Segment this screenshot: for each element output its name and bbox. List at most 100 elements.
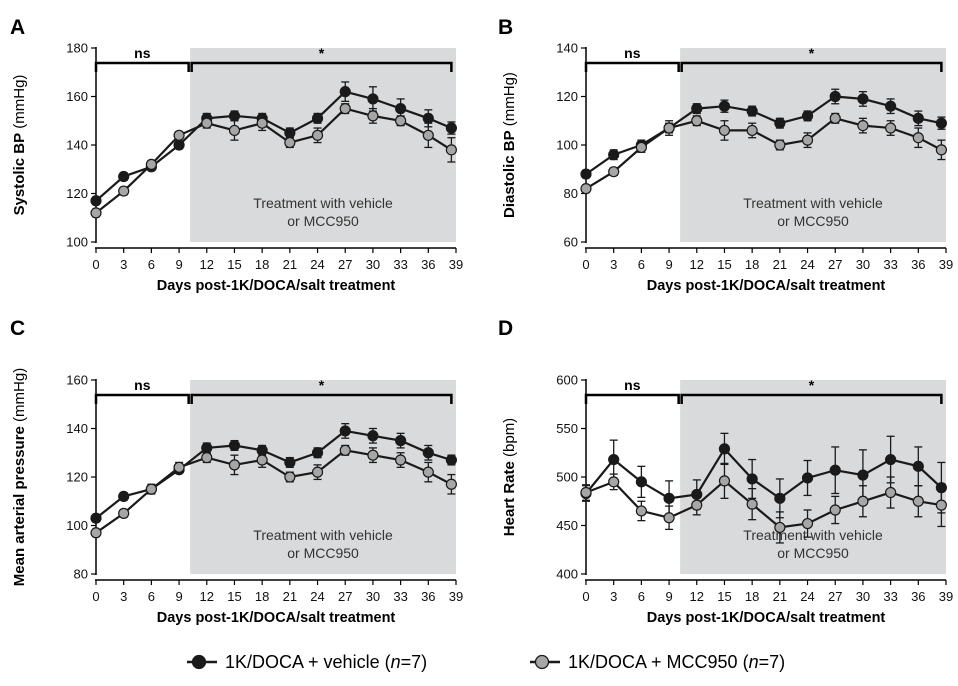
data-point <box>228 439 241 452</box>
data-point <box>395 103 407 115</box>
data-point <box>635 505 647 517</box>
data-point <box>829 464 841 476</box>
legend: 1K/DOCA + vehicle (n=7) 1K/DOCA + MCC950 … <box>187 652 785 672</box>
y-axis-label-main: Diastolic BP <box>501 130 518 218</box>
data-point <box>912 495 924 507</box>
data-point <box>801 134 814 146</box>
y-tick-label: 140 <box>66 138 88 153</box>
data-point <box>691 103 703 115</box>
data-point <box>691 115 703 127</box>
data-point <box>912 460 924 472</box>
data-point <box>445 122 457 134</box>
data-point <box>580 486 592 499</box>
legend-marker <box>534 654 550 670</box>
x-tick-label: 36 <box>911 257 925 272</box>
x-tick-label: 9 <box>665 257 672 272</box>
y-axis-label-unit: (mmHg) <box>501 72 518 130</box>
data-point <box>395 435 407 447</box>
x-tick-label: 3 <box>120 257 127 272</box>
data-point <box>256 117 268 129</box>
x-tick-label: 36 <box>911 589 925 604</box>
x-tick-label: 21 <box>283 589 297 604</box>
x-tick-label: 33 <box>393 257 407 272</box>
x-tick-label: 3 <box>610 257 617 272</box>
treatment-annotation: Treatment with vehicle <box>253 527 393 543</box>
y-tick-label: 140 <box>66 421 88 436</box>
data-point <box>885 100 897 112</box>
x-tick-label: 12 <box>200 589 214 604</box>
data-point <box>339 444 351 456</box>
y-tick-label: 140 <box>556 41 578 56</box>
data-point <box>228 124 241 137</box>
data-point <box>173 461 185 473</box>
x-tick-label: 0 <box>92 589 99 604</box>
data-point <box>311 447 324 459</box>
data-point <box>90 207 102 219</box>
data-point <box>422 129 434 141</box>
x-tick-label: 12 <box>690 589 704 604</box>
data-point <box>718 443 731 455</box>
data-point <box>367 430 379 442</box>
x-tick-label: 18 <box>255 257 269 272</box>
data-point <box>635 141 647 154</box>
x-tick-label: 39 <box>939 257 953 272</box>
x-tick-label: 0 <box>582 589 589 604</box>
x-tick-label: 6 <box>148 257 155 272</box>
significance-label-ns: ns <box>624 45 641 61</box>
y-axis-label: Heart Rate (bpm) <box>501 418 518 536</box>
x-tick-label: 39 <box>939 589 953 604</box>
x-tick-label: 24 <box>310 257 324 272</box>
data-point <box>339 425 351 437</box>
x-tick-label: 0 <box>582 257 589 272</box>
data-point <box>885 486 897 499</box>
data-point <box>663 492 675 504</box>
y-tick-label: 600 <box>556 373 578 388</box>
x-tick-label: 30 <box>366 257 380 272</box>
y-tick-label: 450 <box>556 518 578 533</box>
data-point <box>912 132 924 144</box>
significance-bracket <box>190 61 453 72</box>
y-tick-label: 120 <box>66 470 88 485</box>
data-point <box>885 453 897 466</box>
data-point <box>284 127 296 139</box>
x-tick-label: 0 <box>92 257 99 272</box>
x-tick-label: 9 <box>175 257 182 272</box>
data-point <box>339 103 351 115</box>
x-tick-label: 6 <box>638 589 645 604</box>
data-point <box>228 459 241 471</box>
data-point <box>201 117 213 129</box>
y-axis-label: Diastolic BP (mmHg) <box>501 72 518 218</box>
data-point <box>367 110 379 122</box>
legend-marker <box>191 654 207 670</box>
significance-bracket <box>680 393 943 404</box>
data-point <box>663 122 675 134</box>
x-tick-label: 33 <box>883 589 897 604</box>
data-point <box>118 185 130 197</box>
x-tick-label: 6 <box>148 589 155 604</box>
y-axis-label-main: Systolic BP <box>11 133 28 216</box>
x-tick-label: 21 <box>283 257 297 272</box>
data-point <box>608 166 620 178</box>
data-point <box>635 476 647 488</box>
y-axis-label-unit: (mmHg) <box>11 368 28 426</box>
data-point <box>284 471 296 483</box>
data-point <box>580 168 592 180</box>
significance-bracket <box>680 61 943 72</box>
data-point <box>284 456 296 469</box>
x-tick-label: 36 <box>421 257 435 272</box>
data-point <box>857 495 869 507</box>
data-point <box>718 475 731 487</box>
data-point <box>173 139 185 151</box>
significance-label-ns: ns <box>134 45 151 61</box>
y-tick-label: 100 <box>66 518 88 533</box>
x-tick-label: 27 <box>338 589 352 604</box>
significance-label-star: * <box>319 377 325 393</box>
x-tick-label: 18 <box>255 589 269 604</box>
data-point <box>173 129 185 141</box>
y-tick-label: 120 <box>66 186 88 201</box>
significance-bracket <box>94 393 190 404</box>
treatment-shade <box>190 48 456 242</box>
treatment-annotation: or MCC950 <box>777 213 849 229</box>
x-tick-label: 21 <box>773 257 787 272</box>
